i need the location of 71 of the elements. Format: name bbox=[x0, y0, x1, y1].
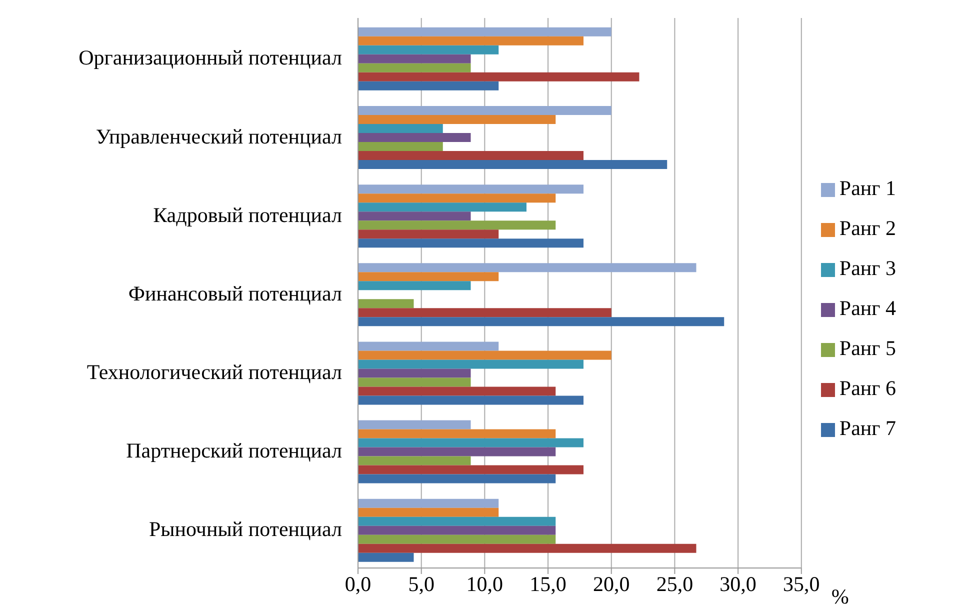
bar bbox=[358, 54, 471, 64]
bar bbox=[358, 272, 499, 282]
y-tick-label: Рыночный потенциал bbox=[148, 517, 342, 542]
bar bbox=[358, 308, 612, 318]
bar bbox=[358, 368, 471, 378]
bar bbox=[358, 194, 556, 203]
bar bbox=[358, 220, 556, 230]
bar bbox=[358, 106, 612, 115]
bar bbox=[358, 378, 471, 387]
x-tick-label: 30,0 bbox=[720, 572, 756, 596]
bar bbox=[358, 230, 499, 239]
legend-label: Ранг 2 bbox=[839, 216, 896, 240]
bar bbox=[358, 36, 584, 46]
bar bbox=[358, 456, 471, 466]
bar bbox=[358, 263, 696, 272]
x-tick-label: 25,0 bbox=[656, 572, 694, 596]
legend-label: Ранг 7 bbox=[839, 416, 896, 440]
bar bbox=[358, 534, 556, 544]
x-tick-label: 10,0 bbox=[466, 572, 504, 596]
y-tick-label: Кадровый потенциал bbox=[153, 202, 342, 227]
bar bbox=[358, 299, 414, 308]
legend-label: Ранг 3 bbox=[839, 256, 896, 280]
bar bbox=[358, 124, 443, 133]
y-tick-label: Финансовый потенциал bbox=[128, 281, 342, 306]
bar bbox=[358, 342, 499, 351]
x-tick-label: 0,0 bbox=[344, 572, 372, 596]
bar bbox=[358, 474, 556, 484]
legend-label: Ранг 5 bbox=[839, 336, 896, 360]
legend-label: Ранг 4 bbox=[839, 296, 896, 320]
bar bbox=[358, 396, 584, 405]
bar bbox=[358, 45, 499, 54]
legend-label: Ранг 1 bbox=[839, 176, 896, 200]
bar bbox=[358, 281, 471, 290]
bar bbox=[358, 72, 640, 82]
y-tick-label: Технологический потенциал bbox=[86, 360, 342, 384]
x-tick-label: 15,0 bbox=[530, 572, 566, 596]
bar bbox=[358, 27, 612, 36]
bar bbox=[358, 516, 556, 526]
bar bbox=[358, 63, 471, 72]
bar bbox=[358, 438, 584, 448]
bar bbox=[358, 447, 556, 456]
bar bbox=[358, 317, 724, 326]
bar bbox=[358, 133, 471, 142]
bar bbox=[358, 552, 414, 562]
bar bbox=[358, 465, 584, 474]
bar bbox=[358, 508, 499, 517]
bar bbox=[358, 151, 584, 160]
x-axis-title: % bbox=[831, 584, 849, 608]
y-tick-label: Управленческий потенциал bbox=[96, 124, 342, 148]
bar bbox=[358, 544, 696, 553]
legend-label: Ранг 6 bbox=[839, 376, 896, 400]
bar bbox=[358, 238, 584, 248]
bar bbox=[358, 81, 499, 90]
bar bbox=[358, 420, 471, 430]
bar bbox=[358, 350, 612, 360]
y-tick-label: Партнерский потенциал bbox=[126, 438, 342, 463]
bar bbox=[358, 360, 584, 369]
bar bbox=[358, 526, 556, 535]
y-tick-label: Организационный потенциал bbox=[78, 46, 342, 70]
bar bbox=[358, 386, 556, 396]
bar bbox=[358, 184, 584, 194]
x-tick-label: 35,0 bbox=[783, 572, 820, 596]
x-tick-label: 5,0 bbox=[408, 572, 434, 596]
bar bbox=[358, 212, 471, 221]
bar bbox=[358, 202, 526, 212]
bar bbox=[358, 160, 668, 169]
bar bbox=[358, 115, 556, 124]
bar bbox=[358, 142, 443, 151]
bar bbox=[358, 498, 499, 508]
x-tick-label: 20,0 bbox=[592, 572, 630, 596]
bar bbox=[358, 429, 556, 438]
